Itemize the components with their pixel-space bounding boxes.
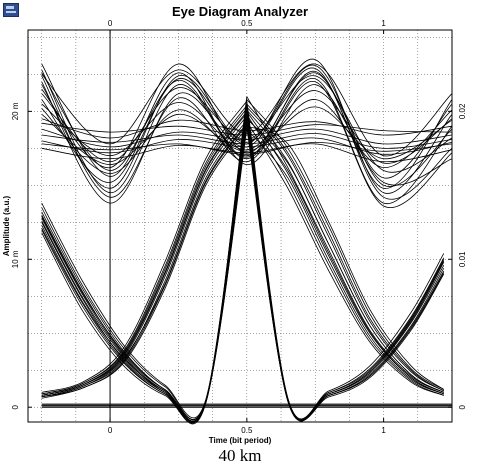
chart-title: Eye Diagram Analyzer — [171, 4, 309, 19]
right-tick-label: 0.02 — [458, 103, 467, 119]
bottom-tick-label: 1 — [381, 426, 386, 435]
eye-trace-zero-one-36-a — [41, 100, 248, 393]
eye-trace-one-zero-30-b — [246, 109, 444, 393]
eye-trace-zero-one-40-a — [41, 111, 248, 396]
eye-trace-zero-one-41-a — [41, 124, 248, 398]
top-tick-label: 1 — [381, 19, 386, 28]
y-axis-label: Amplitude (a.u.) — [2, 195, 11, 256]
eye-trace-one-one-7 — [41, 90, 453, 164]
eye-trace-one-zero-29-b — [246, 117, 444, 395]
left-tick-label: 0 — [11, 404, 20, 409]
plot-frame — [27, 29, 453, 423]
eye-trace-one-one-5 — [41, 63, 453, 186]
eye-trace-one-one-16 — [41, 99, 453, 174]
left-tick-label: 20 m — [11, 102, 20, 120]
eye-trace-one-one-17 — [41, 106, 453, 166]
x-axis-label: Time (bit period) — [209, 436, 272, 445]
figure-caption: 40 km — [218, 446, 262, 465]
eye-trace-one-one-0 — [41, 63, 453, 157]
eye-trace-one-one-19 — [41, 141, 453, 155]
eye-trace-one-zero-25-b — [246, 114, 444, 396]
eye-trace-one-zero-30-a — [41, 109, 248, 424]
eye-trace-one-zero-31-a — [41, 129, 248, 420]
eye-trace-one-one-11 — [41, 128, 453, 148]
right-tick-label: 0.01 — [458, 251, 467, 267]
eye-trace-one-zero-24-b — [246, 96, 444, 393]
eye-trace-zero-one-40-b — [246, 111, 445, 421]
eye-trace-one-zero-20-b — [246, 118, 444, 393]
bottom-tick-label: 0 — [108, 426, 113, 435]
eye-trace-one-one-18 — [41, 70, 453, 189]
eye-trace-one-zero-28-b — [246, 99, 445, 390]
eye-trace-one-zero-31-b — [246, 128, 444, 395]
tick-layer: 0 0.5 1 0 0.5 1 0 10 m 20 m 0 0.01 0.02 — [11, 19, 467, 435]
eye-trace-zero-one-41-b — [246, 124, 445, 421]
eye-trace-one-one-14 — [41, 122, 453, 136]
right-tick-label: 0 — [458, 404, 467, 409]
eye-trace-one-zero-29-a — [41, 117, 248, 423]
top-tick-label: 0 — [108, 19, 113, 28]
eye-trace-one-zero-23-b — [246, 125, 445, 390]
eye-trace-one-one-15 — [41, 133, 453, 149]
eye-trace-one-zero-21-b — [246, 103, 445, 392]
eye-trace-one-one-13 — [41, 143, 453, 163]
eye-trace-one-zero-28-a — [41, 99, 248, 420]
trace-layer — [41, 59, 453, 425]
eye-trace-one-zero-27-b — [246, 121, 444, 396]
chart-window-icon — [3, 3, 19, 17]
eye-trace-one-one-3 — [41, 69, 453, 204]
eye-trace-one-zero-26-b — [246, 106, 445, 392]
bottom-tick-label: 0.5 — [241, 426, 253, 435]
eye-trace-one-one-12 — [41, 137, 453, 155]
eye-trace-zero-one-39-a — [41, 108, 248, 395]
eye-trace-one-one-8 — [41, 65, 453, 189]
eye-trace-zero-one-38-a — [41, 122, 248, 398]
left-tick-label: 10 m — [11, 250, 20, 268]
eye-trace-one-one-9 — [41, 75, 453, 209]
top-tick-label: 0.5 — [241, 19, 253, 28]
